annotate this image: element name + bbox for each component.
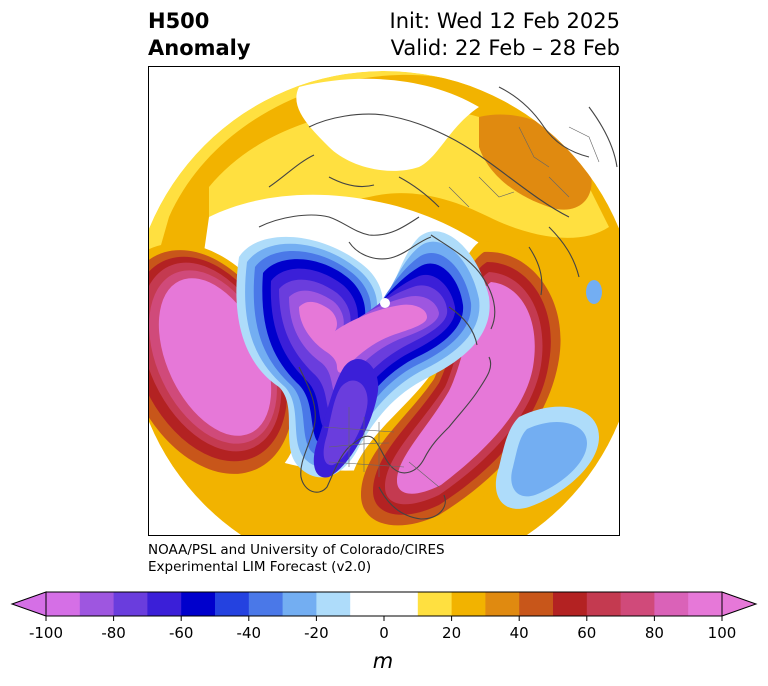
colorbar-cell xyxy=(316,592,351,616)
anomaly-map xyxy=(149,71,619,535)
init-date: Init: Wed 12 Feb 2025 xyxy=(389,9,620,33)
colorbar-cell xyxy=(46,592,81,616)
colorbar-tick-label: -20 xyxy=(304,624,329,642)
borders xyxy=(323,126,600,488)
colorbar-cell xyxy=(181,592,216,616)
colorbar-cell xyxy=(485,592,520,616)
pole-marker xyxy=(380,298,390,308)
colorbar-tick-label: 0 xyxy=(379,624,389,642)
colorbar-tick-label: -100 xyxy=(29,624,63,642)
colorbar-cell xyxy=(350,592,419,616)
anomaly-fill xyxy=(586,280,602,304)
colorbar-tick-label: 60 xyxy=(577,624,596,642)
colorbar-cell xyxy=(654,592,689,616)
colorbar-cell xyxy=(248,592,284,616)
colorbar-tick-label: -80 xyxy=(101,624,126,642)
colorbar-tick-label: -40 xyxy=(237,624,262,642)
colorbar-ticks: -100 -80 -60 -40 -20 0 20 40 60 80 100 xyxy=(29,616,736,642)
colorbar-tick-label: -60 xyxy=(169,624,194,642)
valid-range: Valid: 22 Feb – 28 Feb xyxy=(390,36,620,60)
colorbar-cell xyxy=(113,592,148,616)
colorbar-extend-high xyxy=(721,591,758,617)
atlantic-trough xyxy=(495,406,599,509)
anomaly-fill xyxy=(296,78,479,171)
title-left: H500 Anomaly xyxy=(148,8,251,62)
anomaly-field xyxy=(149,71,619,535)
colorbar-cell xyxy=(688,592,723,616)
colorbar-cell xyxy=(451,592,486,616)
colorbar-cell xyxy=(519,592,554,616)
colorbar-cell xyxy=(620,592,655,616)
colorbar: -100 -80 -60 -40 -20 0 20 40 60 80 100 m xyxy=(0,588,768,684)
atlantic-ridge xyxy=(349,241,571,535)
credit-line-2: Experimental LIM Forecast (v2.0) xyxy=(148,559,372,575)
colorbar-tick-label: 100 xyxy=(708,624,737,642)
colorbar-tick-label: 40 xyxy=(510,624,529,642)
title-anomaly: Anomaly xyxy=(148,36,251,60)
colorbar-cells xyxy=(10,591,758,617)
colorbar-cell xyxy=(553,592,588,616)
colorbar-tick-label: 20 xyxy=(442,624,461,642)
coastlines xyxy=(258,86,618,520)
title-variable: H500 xyxy=(148,9,210,33)
colorbar-cell xyxy=(282,592,317,616)
colorbar-extend-low xyxy=(10,591,47,617)
credit-line-1: NOAA/PSL and University of Colorado/CIRE… xyxy=(148,542,445,558)
colorbar-cell xyxy=(147,592,182,616)
credit-text: NOAA/PSL and University of Colorado/CIRE… xyxy=(148,542,445,576)
colorbar-unit: m xyxy=(373,649,393,673)
title-right: Init: Wed 12 Feb 2025 Valid: 22 Feb – 28… xyxy=(390,8,620,62)
colorbar-svg: -100 -80 -60 -40 -20 0 20 40 60 80 100 m xyxy=(10,591,758,673)
colorbar-cell xyxy=(215,592,250,616)
colorbar-cell xyxy=(586,592,622,616)
colorbar-cell xyxy=(79,592,115,616)
colorbar-cell xyxy=(417,592,453,616)
colorbar-tick-label: 80 xyxy=(645,624,664,642)
map-panel xyxy=(148,66,620,536)
